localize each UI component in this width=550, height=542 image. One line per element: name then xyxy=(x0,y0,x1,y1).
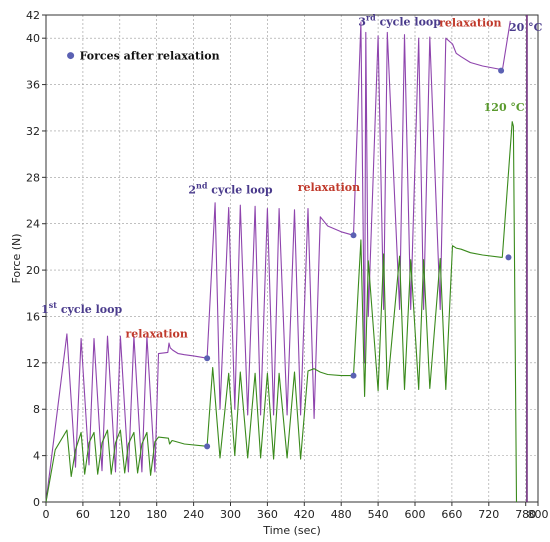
tick-labels: 0 60 120 180 240 300 360 420 480 540 600 660 720 7808… xyxy=(26,9,549,521)
legend: Forces after relaxation xyxy=(67,50,220,63)
x-tick-label: 720 xyxy=(478,508,499,521)
x-tick-label: 60 xyxy=(76,508,90,521)
y-tick-label: 8 xyxy=(33,403,40,416)
plot-frame xyxy=(45,14,539,503)
y-tick-label: 16 xyxy=(26,310,40,323)
y-tick-label: 36 xyxy=(26,79,40,92)
x-tick-label: 660 xyxy=(441,508,462,521)
x-tick-label: 120 xyxy=(109,508,130,521)
annotation-relax3: relaxation xyxy=(439,17,501,30)
annotation-t120: 120 °C xyxy=(484,101,525,114)
annotation-relax1: relaxation xyxy=(126,327,188,340)
y-tick-label: 40 xyxy=(26,32,40,45)
series-layer xyxy=(45,15,528,503)
y-tick-label: 28 xyxy=(26,171,40,184)
annotation-cycle2: 2nd cycle loop xyxy=(188,181,273,197)
y-tick-label: 24 xyxy=(26,218,40,231)
relaxation-force-marker xyxy=(204,443,211,450)
series-line-20c xyxy=(45,20,511,503)
relaxation-force-marker xyxy=(350,372,357,379)
annotation-relax2: relaxation xyxy=(298,181,360,194)
y-tick-label: 32 xyxy=(26,125,40,138)
y-axis-title: Force (N) xyxy=(10,233,23,283)
x-tick-label: 300 xyxy=(220,508,241,521)
x-tick-label: 180 xyxy=(146,508,167,521)
relaxation-force-marker xyxy=(204,355,211,362)
marker-layer xyxy=(204,67,512,450)
y-tick-label: 0 xyxy=(33,496,40,509)
annotation-cycle3: 3rd cycle loop xyxy=(358,12,441,28)
x-tick-label: 0 xyxy=(43,508,50,521)
y-tick-label: 4 xyxy=(33,450,40,463)
legend-marker xyxy=(67,52,75,60)
x-tick-label: 780 xyxy=(515,508,536,521)
y-tick-label: 42 xyxy=(26,9,40,22)
x-tick-label: 800 xyxy=(528,508,549,521)
relaxation-force-marker xyxy=(505,254,512,261)
relaxation-force-marker xyxy=(498,67,505,74)
legend-label: Forces after relaxation xyxy=(80,50,220,63)
series-line-120c xyxy=(45,121,518,503)
x-tick-label: 240 xyxy=(183,508,204,521)
y-tick-label: 12 xyxy=(26,357,40,370)
annotation-cycle1: 1st cycle loop xyxy=(41,300,122,316)
annotation-t20: 20 °C xyxy=(509,21,543,34)
annotations: 1st cycle loop relaxation 2nd cycle loop re… xyxy=(41,12,542,340)
x-axis-title: Time (sec) xyxy=(262,524,321,537)
x-tick-label: 360 xyxy=(257,508,278,521)
relaxation-force-marker xyxy=(350,232,357,239)
x-tick-label: 480 xyxy=(331,508,352,521)
y-tick-label: 20 xyxy=(26,264,40,277)
x-tick-label: 600 xyxy=(405,508,426,521)
x-tick-label: 420 xyxy=(294,508,315,521)
x-tick-label: 540 xyxy=(368,508,389,521)
